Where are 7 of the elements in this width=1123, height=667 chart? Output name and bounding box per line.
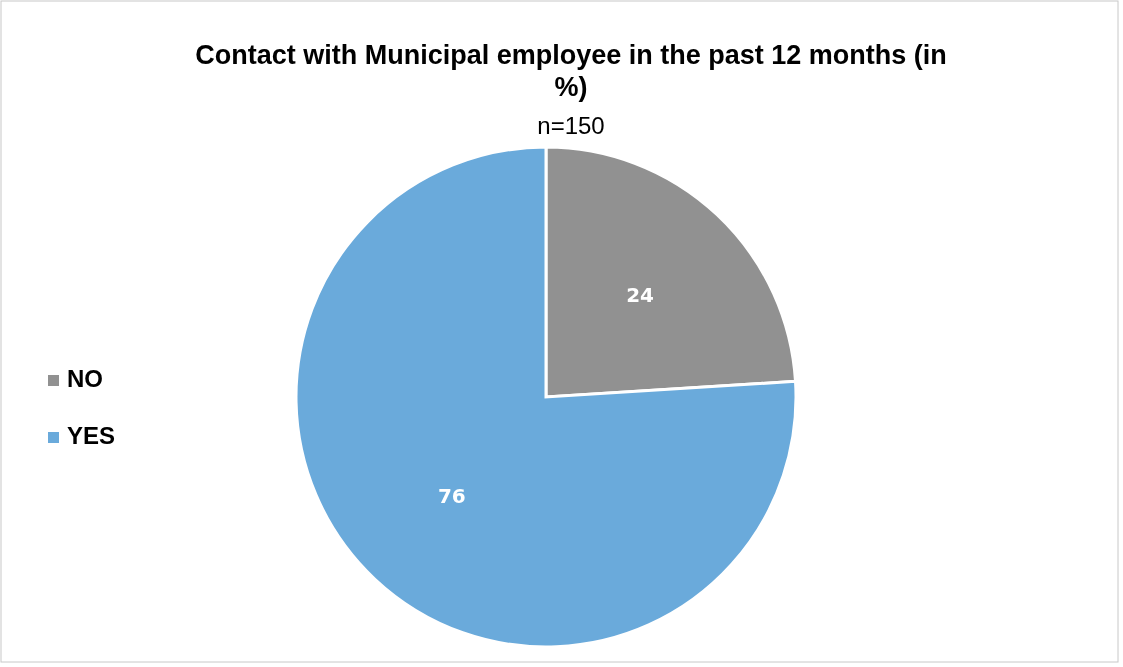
- legend-label: YES: [67, 422, 116, 450]
- data-label: 76: [437, 483, 466, 508]
- legend-label: NO: [67, 365, 103, 393]
- pie-slice: [294, 145, 798, 649]
- chart-title: Contact with Municipal employee in the past 12 months (in %): [195, 40, 947, 102]
- data-label: 24: [626, 283, 655, 308]
- chart-subtitle: n=150: [537, 112, 605, 139]
